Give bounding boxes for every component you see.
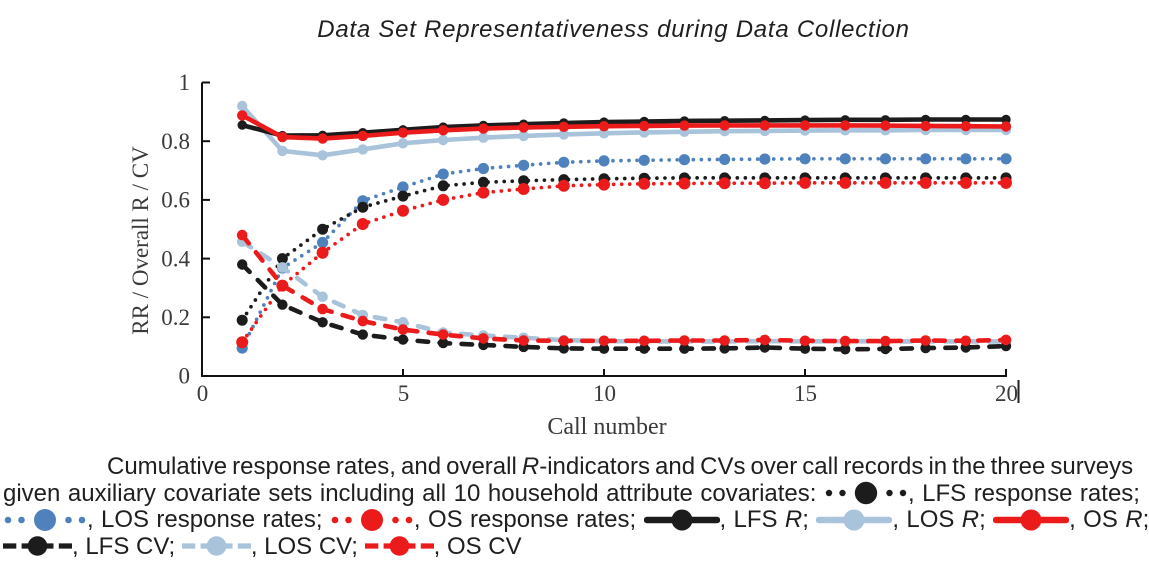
svg-text:5: 5 bbox=[398, 381, 410, 406]
svg-text:10: 10 bbox=[593, 381, 616, 406]
svg-text:0.4: 0.4 bbox=[161, 246, 190, 271]
svg-text:Call number: Call number bbox=[547, 414, 666, 440]
svg-text:15: 15 bbox=[794, 381, 817, 406]
svg-text:0.2: 0.2 bbox=[161, 305, 190, 330]
svg-text:RR / Overall R / CV: RR / Overall R / CV bbox=[128, 146, 153, 335]
svg-text:0: 0 bbox=[197, 381, 209, 406]
svg-text:0.6: 0.6 bbox=[161, 188, 190, 213]
svg-text:0.8: 0.8 bbox=[161, 129, 190, 154]
svg-text:20: 20 bbox=[995, 381, 1018, 406]
svg-text:1: 1 bbox=[179, 70, 191, 95]
svg-text:0: 0 bbox=[179, 364, 191, 389]
